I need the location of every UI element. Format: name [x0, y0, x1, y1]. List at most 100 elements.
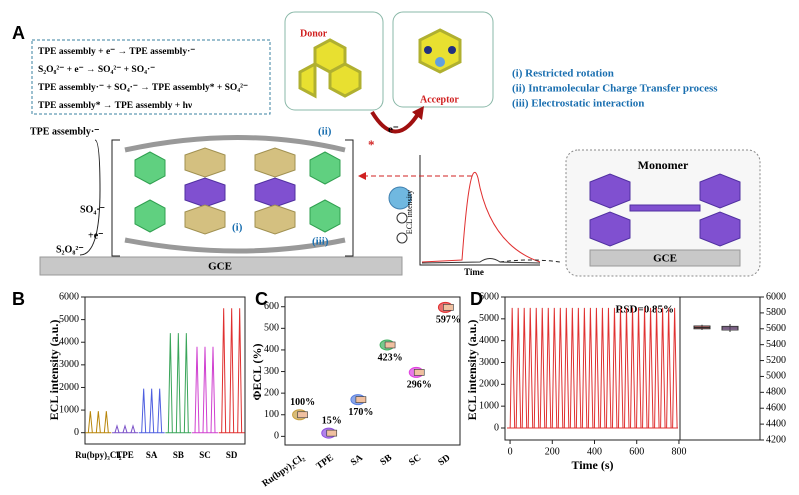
- spike: [533, 307, 540, 429]
- y-tick-label: 2000: [59, 382, 79, 393]
- box: [384, 341, 396, 349]
- x-tick-label: Ru(bpy)₂Cl₂: [260, 452, 307, 489]
- y-tick-label: 0: [74, 427, 79, 438]
- panel-label: D: [470, 289, 483, 309]
- bracket: [111, 139, 354, 257]
- plus-e-label: +e⁻: [88, 230, 103, 241]
- box: [443, 304, 454, 311]
- y-tick-label: 4400: [766, 418, 786, 429]
- y-tick-label: 5800: [766, 307, 786, 318]
- x-tick-label: 0: [508, 446, 513, 457]
- x-tick-label: 800: [671, 446, 686, 457]
- y-tick-label: 5600: [766, 323, 786, 334]
- electrode: [589, 249, 741, 267]
- x-tick-label: SC: [408, 453, 424, 468]
- so4-label: SO₄·⁻: [80, 204, 105, 215]
- value-label: 597%: [436, 315, 461, 326]
- value-label: 15%: [322, 415, 342, 426]
- spike: [130, 424, 136, 433]
- inset-y-label: ECL intensity: [405, 190, 414, 234]
- spike: [581, 307, 588, 429]
- spike: [509, 307, 516, 429]
- plot-frame: [679, 296, 761, 441]
- spike: [175, 333, 181, 433]
- y-tick-label: 3000: [59, 359, 79, 370]
- equation: TPE assembly·⁻ + SO₄·⁻ → TPE assembly* +…: [38, 83, 248, 93]
- spike: [114, 424, 120, 433]
- dashed-arrow: [499, 259, 561, 263]
- monomer-label: Monomer: [638, 158, 689, 172]
- x-tick-label: TPE: [315, 453, 336, 472]
- spike: [666, 307, 672, 429]
- spike: [617, 307, 624, 429]
- spike: [87, 411, 93, 433]
- electrode-label: GCE: [653, 253, 677, 265]
- plot-frame: [284, 296, 461, 446]
- box: [297, 411, 308, 419]
- equation: S₂O₈²⁻ + e⁻ → SO₄²⁻ + SO₄·⁻: [38, 65, 155, 75]
- spike: [221, 308, 227, 433]
- y-tick-label: 5000: [59, 314, 79, 325]
- radical-label: TPE assembly·⁻: [30, 126, 99, 137]
- mechanism: (ii) Intramolecular Charge Transfer proc…: [512, 83, 718, 95]
- monomer-molecule: [589, 173, 741, 247]
- inset-curve: [421, 258, 541, 264]
- spike: [141, 388, 147, 433]
- spike: [569, 307, 576, 429]
- inset-x-label: Time: [464, 267, 484, 277]
- y-tick-label: 1000: [479, 400, 499, 411]
- y-tick-label: 6000: [766, 291, 786, 302]
- brace: [79, 139, 101, 256]
- box: [326, 429, 338, 437]
- equation-box: [31, 39, 271, 115]
- spike: [157, 388, 163, 433]
- spike: [636, 307, 642, 429]
- value-label: 170%: [348, 407, 373, 418]
- x-tick-label: TPE: [116, 450, 134, 460]
- spike: [611, 307, 618, 429]
- y-tick-label: 200: [264, 387, 279, 398]
- spike: [237, 308, 243, 433]
- y-tick-label: 5200: [766, 355, 786, 366]
- y-tick-label: 2000: [479, 379, 499, 390]
- spike: [593, 307, 600, 429]
- spike: [599, 307, 606, 429]
- x-tick-label: SB: [173, 450, 184, 460]
- site-label: (ii): [318, 126, 332, 138]
- electrode: [39, 256, 403, 276]
- spike: [103, 411, 109, 433]
- charge: [396, 212, 408, 224]
- mechanism: (i) Restricted rotation: [512, 68, 614, 80]
- spike: [95, 411, 101, 433]
- charge: [396, 232, 408, 244]
- spike: [527, 307, 534, 429]
- arrow-head: [412, 106, 424, 120]
- spike: [648, 307, 654, 429]
- electron-label: e⁻: [388, 124, 399, 136]
- x-tick-label: 200: [545, 446, 560, 457]
- y-tick-label: 600: [264, 301, 279, 312]
- value-label: 296%: [407, 380, 432, 391]
- spike: [210, 346, 216, 433]
- spike: [563, 307, 570, 429]
- acceptor-molecule: [418, 28, 462, 74]
- x-tick-label: SD: [437, 453, 453, 468]
- y-axis-label: ECL intensity (a.u.): [465, 320, 479, 421]
- y-tick-label: 300: [264, 366, 279, 377]
- x-tick-label: SC: [199, 450, 211, 460]
- equation: TPE assembly + e⁻ → TPE assembly·⁻: [38, 47, 195, 57]
- mechanism: (iii) Electrostatic interaction: [512, 98, 644, 110]
- x-axis-label: Time (s): [571, 458, 613, 472]
- panel-label: B: [12, 289, 25, 309]
- spike: [660, 307, 666, 429]
- spike: [149, 388, 155, 433]
- x-tick-label: SA: [349, 453, 365, 468]
- value-label: 423%: [378, 352, 403, 363]
- y-tick-label: 500: [264, 323, 279, 334]
- spike: [630, 307, 636, 429]
- y-tick-label: 6000: [59, 291, 79, 302]
- y-tick-label: 3000: [479, 357, 499, 368]
- spike: [623, 307, 630, 429]
- spike: [183, 333, 189, 433]
- spike: [587, 307, 594, 429]
